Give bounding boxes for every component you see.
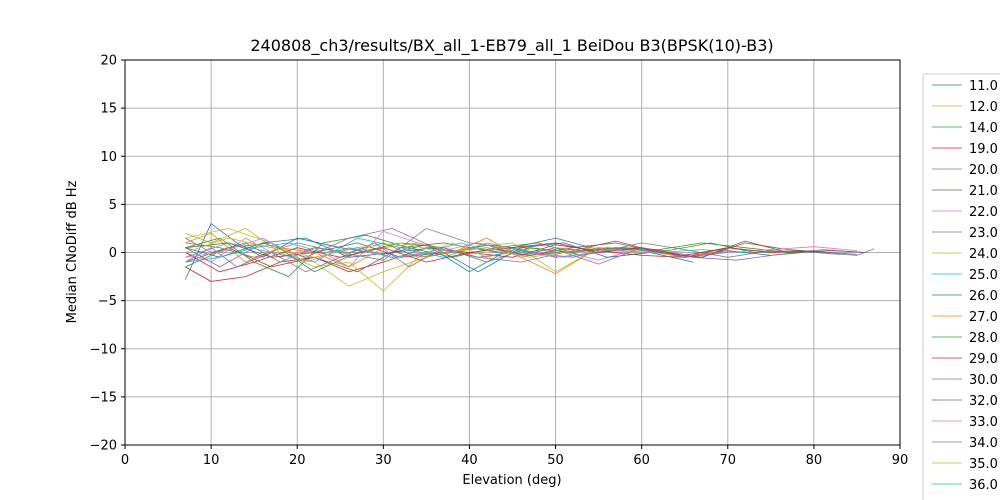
legend-entry: 12.0 [969,100,998,115]
series-line-29.0 [185,242,771,273]
legend-entry: 35.0 [969,457,998,472]
y-tick-label: 0 [109,246,117,261]
legend-entry: 36.0 [969,478,998,493]
series-line-36.0 [185,242,530,263]
series-line-28.0 [185,242,789,273]
x-tick-label: 60 [633,453,650,468]
series-line-27.0 [185,232,642,275]
legend-entry: 26.0 [969,289,998,304]
legend-entry: 21.0 [969,184,998,199]
y-tick-label: −15 [90,390,117,405]
legend-entry: 14.0 [969,121,998,136]
legend-entry: 25.0 [969,268,998,283]
legend-entry: 22.0 [969,205,998,220]
x-tick-label: 20 [289,453,306,468]
y-tick-label: −10 [90,342,117,357]
legend-entry: 24.0 [969,247,998,262]
series-line-33.0 [185,237,651,263]
x-axis: 0 10 20 30 40 50 60 70 80 90 [121,445,908,468]
y-tick-label: −5 [98,294,117,309]
legend-entry: 11.0 [969,79,998,94]
legend-entry: 19.0 [969,142,998,157]
y-tick-label: 20 [100,54,117,69]
x-tick-label: 10 [203,453,220,468]
y-axis-label: Median CNoDiff dB Hz [65,180,80,323]
x-tick-label: 50 [547,453,564,468]
y-tick-label: 10 [100,150,117,165]
y-tick-label: 15 [100,102,117,117]
x-tick-label: 0 [121,453,129,468]
legend-entry: 33.0 [969,415,998,430]
series-line-35.0 [185,237,573,258]
legend-entry: 30.0 [969,373,998,388]
legend-entry: 27.0 [969,310,998,325]
legend-entry: 29.0 [969,352,998,367]
series-line-30.0 [185,242,728,273]
y-tick-label: 5 [109,198,117,213]
legend: 11.0 12.0 14.0 19.0 20.0 21.0 22.0 23.0 24.0 25.0… [922,73,1000,500]
legend-entry: 23.0 [969,226,998,241]
x-axis-label: Elevation (deg) [462,473,561,488]
x-tick-label: 30 [375,453,392,468]
plot-lines [184,222,875,292]
legend-entry: 32.0 [969,394,998,409]
legend-box [922,73,1000,500]
x-tick-label: 80 [806,453,823,468]
chart-title: 240808_ch3/results/BX_all_1-EB79_all_1 B… [250,36,773,56]
legend-entry: 20.0 [969,163,998,178]
x-tick-label: 70 [720,453,737,468]
series-line-11.0 [184,222,857,280]
y-tick-label: −20 [90,439,117,454]
x-tick-label: 90 [892,453,909,468]
legend-entry: 34.0 [969,436,998,451]
x-tick-label: 40 [461,453,478,468]
y-axis: 20 15 10 5 0 −10 −15 −20 −5 [90,54,125,454]
legend-entry: 28.0 [969,331,998,346]
